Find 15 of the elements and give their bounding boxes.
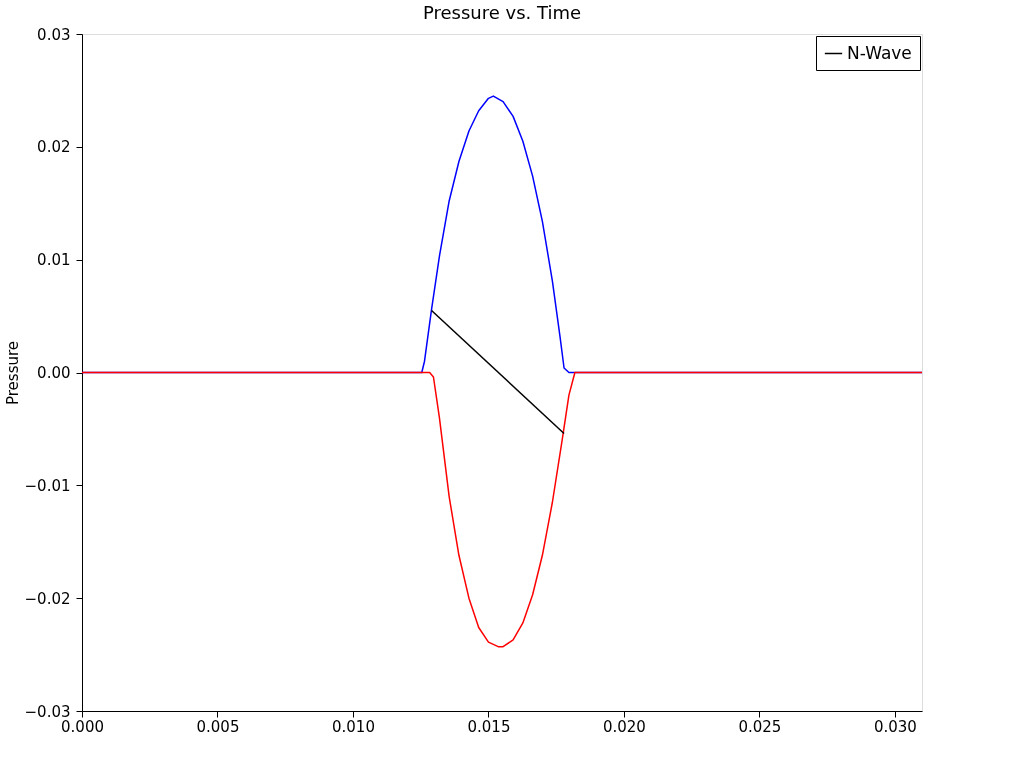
y-tick-label: 0.03 bbox=[37, 25, 71, 44]
y-tick-label: 0.02 bbox=[37, 138, 71, 157]
y-tick-label: −0.01 bbox=[24, 476, 71, 495]
y-tick-label: 0.00 bbox=[37, 364, 71, 382]
chart-title: Pressure vs. Time bbox=[422, 2, 582, 23]
x-tick-label: 0.005 bbox=[196, 717, 240, 736]
y-axis-title: Pressure bbox=[3, 340, 22, 406]
x-tick-label: 0.010 bbox=[331, 717, 375, 736]
x-tick-label: 0.025 bbox=[738, 717, 782, 736]
x-tick-label: 0.015 bbox=[467, 717, 511, 736]
x-tick-label: 0.020 bbox=[602, 717, 646, 736]
x-tick-label: 0.030 bbox=[873, 717, 917, 736]
y-tick-label: −0.02 bbox=[24, 589, 71, 608]
legend-label: N-Wave bbox=[847, 42, 912, 63]
y-tick-label: 0.01 bbox=[37, 251, 71, 270]
